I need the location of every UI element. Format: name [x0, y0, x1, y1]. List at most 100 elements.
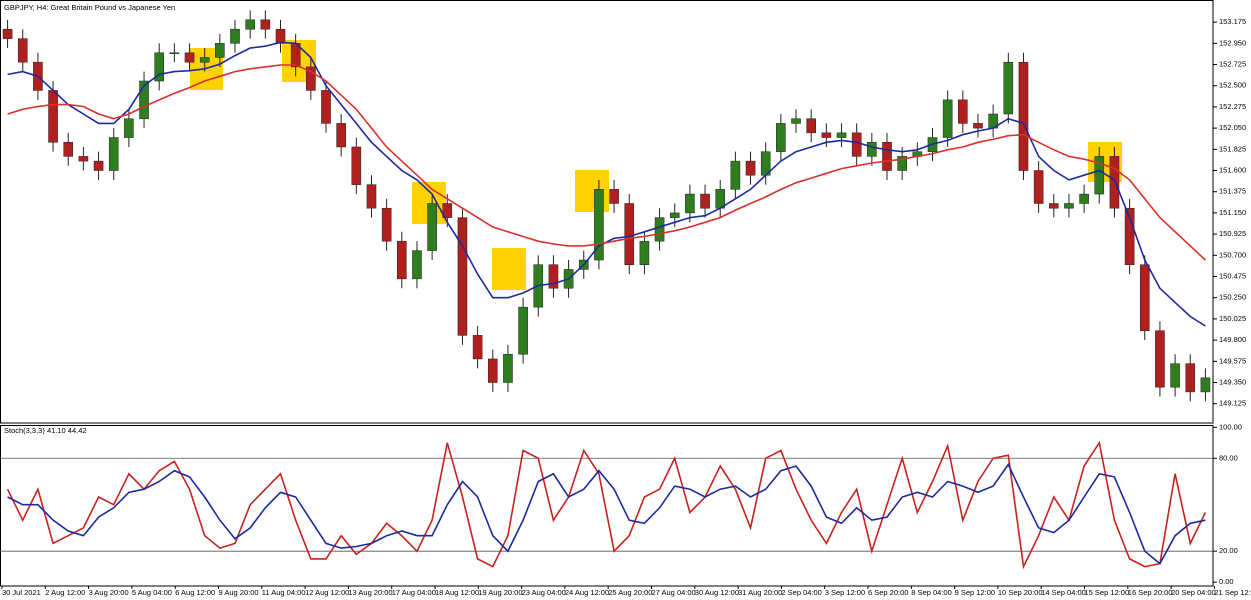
y-tick-label: 150.025 — [1219, 314, 1246, 323]
candle-body — [1094, 156, 1105, 195]
candle-body — [108, 137, 119, 171]
highlight-box — [575, 170, 609, 212]
candle-body — [1185, 363, 1196, 393]
candle-body — [609, 189, 619, 204]
x-tick-label: 31 Aug 20:00 — [738, 588, 782, 597]
candle-body — [397, 240, 407, 280]
y-tick-label: 0.00 — [1219, 577, 1234, 586]
x-tick-label: 15 Sep 12:00 — [1085, 588, 1130, 597]
candle-body — [745, 160, 756, 176]
candle-body — [260, 19, 271, 30]
candle-body — [1048, 203, 1059, 209]
candle-body — [1003, 61, 1014, 115]
candle-body — [791, 118, 801, 124]
x-tick-label: 30 Aug 12:00 — [695, 588, 739, 597]
candle-body — [1033, 170, 1044, 204]
y-tick-label: 153.175 — [1219, 17, 1246, 26]
candle-body — [230, 28, 240, 44]
candle-body — [78, 156, 89, 162]
y-tick-label: 151.150 — [1219, 208, 1246, 217]
candle-body — [503, 353, 513, 383]
candle-body — [366, 184, 377, 209]
x-tick-label: 13 Aug 20:00 — [348, 588, 392, 597]
candle-body — [154, 52, 165, 82]
candle-body — [548, 264, 559, 289]
x-tick-label: 2 Sep 04:00 — [781, 588, 821, 597]
candle-body — [836, 132, 847, 138]
y-tick-label: 150.250 — [1219, 293, 1246, 302]
y-tick-label: 152.275 — [1219, 102, 1246, 111]
x-tick-label: 27 Aug 04:00 — [652, 588, 696, 597]
x-tick-label: 19 Aug 20:00 — [478, 588, 522, 597]
x-tick-label: 6 Sep 20:00 — [868, 588, 908, 597]
candle-body — [851, 132, 862, 157]
candle-body — [169, 52, 180, 55]
y-tick-label: 150.925 — [1219, 229, 1246, 238]
stoch-pane-border — [0, 425, 1214, 587]
candle-body — [457, 217, 468, 336]
indicator-line — [7, 462, 1206, 565]
x-tick-label: 3 Sep 12:00 — [825, 588, 865, 597]
x-tick-label: 6 Aug 12:00 — [175, 588, 215, 597]
candle-body — [139, 80, 149, 119]
x-tick-label: 2 Aug 12:00 — [45, 588, 85, 597]
x-tick-label: 16 Sep 20:00 — [1128, 588, 1173, 597]
candle-body — [351, 146, 362, 185]
x-tick-label: 8 Sep 04:00 — [911, 588, 951, 597]
x-tick-label: 9 Sep 12:00 — [955, 588, 995, 597]
candle-body — [48, 90, 58, 143]
candle-body — [1018, 61, 1029, 171]
candle-body — [245, 19, 255, 30]
candle-body — [882, 142, 892, 171]
candle-body — [412, 250, 422, 280]
candle-body — [685, 193, 695, 214]
candle-body — [215, 43, 225, 58]
y-tick-label: 150.475 — [1219, 271, 1246, 280]
candle-body — [700, 193, 710, 209]
x-tick-label: 30 Jul 2021 — [2, 588, 41, 597]
y-tick-label: 149.350 — [1219, 377, 1246, 386]
candle-body — [427, 203, 437, 251]
candle-body — [381, 207, 392, 242]
candle-body — [1124, 207, 1135, 265]
candle-body — [1155, 330, 1165, 388]
candle-body — [897, 156, 907, 171]
y-tick-label: 80.00 — [1219, 453, 1238, 462]
candle-body — [1064, 203, 1074, 209]
y-tick-label: 152.725 — [1219, 60, 1246, 69]
candle-body — [867, 142, 877, 157]
x-tick-label: 17 Aug 04:00 — [392, 588, 436, 597]
x-tick-label: 14 Sep 04:00 — [1041, 588, 1086, 597]
y-tick-label: 149.125 — [1219, 399, 1246, 408]
indicator-title: Stoch(3,3,3) 41.10 44.42 — [4, 426, 87, 435]
candle-body — [654, 217, 665, 242]
candle-body — [821, 132, 832, 138]
y-tick-label: 149.575 — [1219, 356, 1246, 365]
x-tick-label: 3 Aug 20:00 — [89, 588, 129, 597]
x-tick-label: 21 Sep 12:00 — [1214, 588, 1251, 597]
x-tick-label: 9 Aug 20:00 — [219, 588, 259, 597]
candle-body — [1109, 156, 1120, 209]
y-tick-label: 150.700 — [1219, 250, 1246, 259]
y-tick-label: 151.375 — [1219, 187, 1246, 196]
y-tick-label: 149.800 — [1219, 335, 1246, 344]
x-tick-label: 25 Aug 20:00 — [608, 588, 652, 597]
candle-body — [730, 160, 741, 190]
y-tick-label: 151.600 — [1219, 166, 1246, 175]
x-tick-label: 5 Aug 04:00 — [132, 588, 172, 597]
indicator-line — [7, 64, 1206, 261]
x-tick-label: 12 Aug 12:00 — [305, 588, 349, 597]
candle-body — [1139, 264, 1150, 331]
x-tick-label: 20 Sep 04:00 — [1171, 588, 1216, 597]
y-tick-label: 152.050 — [1219, 123, 1246, 132]
candle-body — [669, 212, 680, 218]
candle-body — [1170, 363, 1180, 388]
candle-body — [639, 240, 650, 265]
y-tick-label: 152.500 — [1219, 81, 1246, 90]
candle-body — [93, 160, 104, 171]
candle-body — [942, 99, 953, 138]
candle-body — [199, 57, 210, 63]
candle-body — [17, 38, 28, 63]
price-pane-border — [0, 0, 1214, 424]
